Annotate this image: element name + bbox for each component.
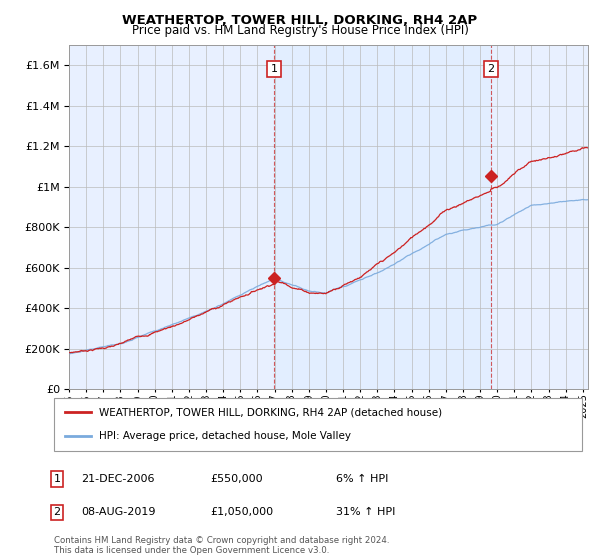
Text: HPI: Average price, detached house, Mole Valley: HPI: Average price, detached house, Mole…	[99, 431, 351, 441]
Bar	[274, 45, 491, 389]
Text: WEATHERTOP, TOWER HILL, DORKING, RH4 2AP (detached house): WEATHERTOP, TOWER HILL, DORKING, RH4 2AP…	[99, 408, 442, 418]
Text: 1: 1	[53, 474, 61, 484]
Text: Price paid vs. HM Land Registry's House Price Index (HPI): Price paid vs. HM Land Registry's House …	[131, 24, 469, 37]
Text: 21-DEC-2006: 21-DEC-2006	[81, 474, 155, 484]
Text: This data is licensed under the Open Government Licence v3.0.: This data is licensed under the Open Gov…	[54, 545, 329, 555]
Text: 31% ↑ HPI: 31% ↑ HPI	[336, 507, 395, 517]
Text: 2: 2	[487, 64, 494, 74]
Text: 2: 2	[53, 507, 61, 517]
Text: 08-AUG-2019: 08-AUG-2019	[81, 507, 155, 517]
Text: WEATHERTOP, TOWER HILL, DORKING, RH4 2AP: WEATHERTOP, TOWER HILL, DORKING, RH4 2AP	[122, 14, 478, 27]
FancyBboxPatch shape	[54, 398, 582, 451]
Text: £550,000: £550,000	[210, 474, 263, 484]
Text: Contains HM Land Registry data © Crown copyright and database right 2024.: Contains HM Land Registry data © Crown c…	[54, 536, 389, 545]
Text: 6% ↑ HPI: 6% ↑ HPI	[336, 474, 388, 484]
Text: £1,050,000: £1,050,000	[210, 507, 273, 517]
Text: 1: 1	[271, 64, 278, 74]
